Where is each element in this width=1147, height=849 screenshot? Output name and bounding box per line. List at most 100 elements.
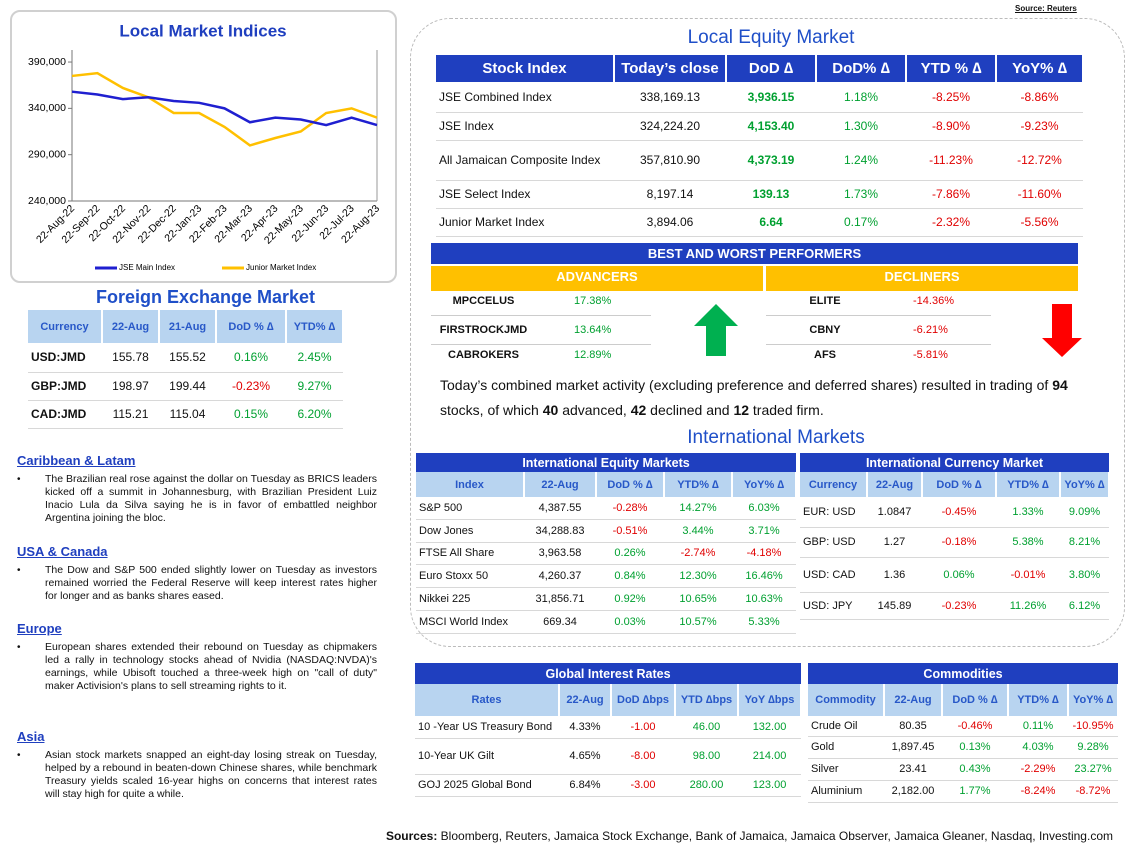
y-tick-label: 340,000 [28, 102, 66, 114]
cell: 3.44% [664, 519, 732, 543]
cell: 4.03% [1008, 736, 1068, 759]
cell: GOJ 2025 Global Bond [415, 774, 559, 797]
row: CAD:JMD 115.21 115.04 0.15% 6.20% [28, 400, 343, 429]
cell: USD:JMD [28, 343, 102, 373]
cell: JSE Select Index [436, 180, 614, 209]
cell: 3,936.15 [726, 82, 816, 113]
commodities-table: Commodities Commodity 22-Aug DoD % ∆ YTD% ∆ Y… [808, 663, 1120, 803]
performer-name: FIRSTROCKJMD [439, 324, 528, 336]
cell: 9.28% [1068, 736, 1119, 759]
arrows [694, 304, 1082, 357]
cell: 6.64 [726, 208, 816, 237]
row: USD:JMD 155.78 155.52 0.16% 2.45% [28, 343, 343, 373]
performer-name: MPCCELUS [452, 295, 515, 307]
header-cell: YoY% ∆ [732, 472, 798, 497]
cell: 5.33% [732, 610, 797, 634]
row: 10 -Year US Treasury Bond 4.33% -1.00 46.00… [415, 716, 802, 739]
performers-title: BEST AND WORST PERFORMERS [431, 243, 1078, 264]
header-cell: Currency [28, 310, 103, 343]
cell: 669.34 [524, 610, 596, 634]
header-cell: YoY% ∆ [1068, 684, 1120, 716]
cell: 199.44 [159, 372, 216, 401]
cell: 4,373.19 [726, 140, 816, 181]
cell: 6.12% [1060, 592, 1110, 620]
table-title: International Equity Markets [416, 453, 797, 472]
international-title: International Markets [687, 427, 865, 448]
performer-name: CBNY [809, 324, 841, 336]
header-cell: YTD% ∆ [996, 472, 1061, 497]
header-row: Stock Index Today’s close DoD ∆ DoD% ∆ YTD %… [436, 55, 1084, 82]
news-heading: Europe [17, 621, 62, 636]
series-line [71, 90, 378, 127]
row: Gold 1,897.45 0.13% 4.03% 9.28% [808, 736, 1119, 759]
header-cell: DoD ∆bps [611, 684, 676, 716]
cell: JSE Index [436, 112, 614, 141]
cell: -2.74% [664, 542, 732, 565]
cell: MSCI World Index [416, 610, 524, 634]
performer-change: -5.81% [913, 349, 948, 361]
row: GBP:JMD 198.97 199.44 -0.23% 9.27% [28, 372, 343, 401]
cell: 0.92% [596, 587, 664, 611]
cell: -0.51% [596, 519, 664, 543]
cell: -8.90% [906, 112, 996, 141]
cell: 10 -Year US Treasury Bond [415, 716, 559, 739]
cell: 46.00 [675, 716, 738, 739]
cell: 23.41 [884, 758, 942, 781]
cell: 115.21 [102, 400, 159, 429]
cell: 3,963.58 [524, 542, 596, 565]
cell: 357,810.90 [614, 140, 726, 181]
row: JSE Combined Index 338,169.13 3,936.15 1.18… [436, 82, 1083, 113]
header-cell: 21-Aug [159, 310, 217, 343]
title-row: Global Interest Rates [415, 663, 802, 684]
cell: -9.23% [996, 112, 1083, 141]
row: JSE Index 324,224.20 4,153.40 1.30% -8.90% -9… [436, 112, 1083, 141]
cell: S&P 500 [416, 497, 524, 520]
cell: 0.84% [596, 564, 664, 588]
cell: 324,224.20 [614, 112, 726, 141]
sources-label: Sources: [385, 829, 438, 843]
cell: 115.04 [159, 400, 216, 429]
cell: 3.71% [732, 519, 797, 543]
cell: FTSE All Share [416, 542, 524, 565]
table-title: Commodities [808, 663, 1119, 684]
cell: 139.13 [726, 180, 816, 209]
cell: -0.23% [922, 592, 996, 620]
news-text: The Brazilian real rose against the doll… [45, 473, 377, 524]
cell: JSE Combined Index [436, 82, 614, 113]
header-cell: DoD ∆ [726, 55, 817, 82]
cell: -3.00 [611, 774, 675, 797]
header-cell: YTD % ∆ [906, 55, 997, 82]
cell: 12.30% [664, 564, 732, 588]
cell: -0.45% [922, 497, 996, 528]
header-row: Rates 22-Aug DoD ∆bps YTD ∆bps YoY ∆bps [415, 684, 803, 716]
local-equity-table: Stock Index Today’s close DoD ∆ DoD% ∆ YTD %… [436, 55, 1084, 237]
cell: 6.84% [559, 774, 611, 797]
cell: 1.18% [816, 82, 906, 113]
header-cell: Stock Index [436, 55, 615, 82]
summary-part: 42 [630, 402, 647, 418]
local-equity-title: Local Equity Market [687, 27, 855, 48]
summary-part: Today’s combined market activity (exclud… [440, 377, 1049, 393]
cell: 34,288.83 [524, 519, 596, 543]
header-row: Currency 22-Aug DoD % ∆ YTD% ∆ YoY% ∆ [800, 472, 1111, 497]
news-heading: USA & Canada [17, 544, 108, 559]
table-title: Global Interest Rates [415, 663, 802, 684]
row: 10-Year UK Gilt 4.65% -8.00 98.00 214.00 [415, 738, 802, 775]
table: International Equity Markets Index 22-Aug D… [416, 453, 798, 634]
cell: 1.73% [816, 180, 906, 209]
cell: Nikkei 225 [416, 587, 524, 611]
cell: 1.24% [816, 140, 906, 181]
cell: 1.27 [867, 527, 922, 558]
cell: 6.03% [732, 497, 797, 520]
row-line [431, 315, 651, 316]
header-cell: 22-Aug [867, 472, 923, 497]
title-row: Commodities [808, 663, 1119, 684]
row: Dow Jones 34,288.83 -0.51% 3.44% 3.71% [416, 519, 797, 543]
row: GBP: USD 1.27 -0.18% 5.38% 8.21% [800, 527, 1110, 558]
cell: 1.36 [867, 557, 922, 593]
row-line [431, 344, 651, 345]
row: EUR: USD 1.0847 -0.45% 1.33% 9.09% [800, 497, 1110, 528]
cell: -1.00 [611, 716, 675, 739]
cell: 0.26% [596, 542, 664, 565]
header-cell: 22-Aug [102, 310, 160, 343]
